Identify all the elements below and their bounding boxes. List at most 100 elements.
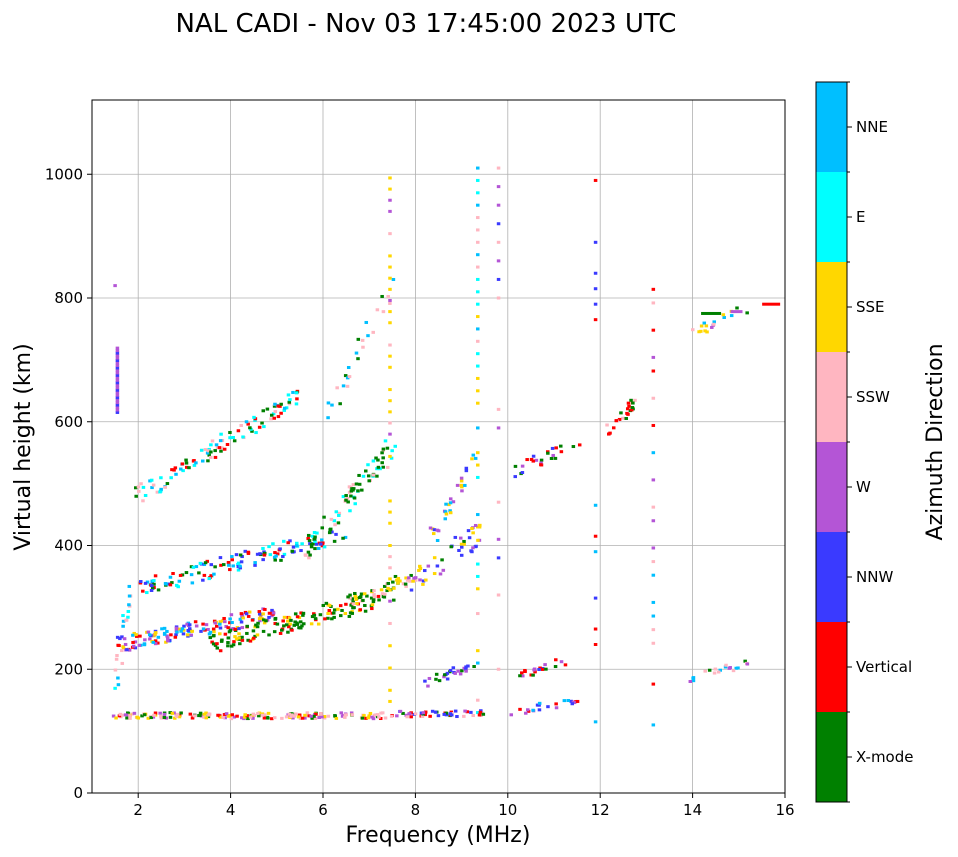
echo-point bbox=[360, 488, 364, 492]
echo-point bbox=[478, 523, 482, 527]
echo-point bbox=[273, 617, 277, 621]
echo-point bbox=[284, 623, 289, 627]
echo-point bbox=[344, 498, 348, 502]
echo-point bbox=[135, 715, 139, 719]
echo-point bbox=[426, 564, 431, 568]
echo-point bbox=[278, 631, 283, 635]
echo-point bbox=[124, 618, 128, 622]
echo-point bbox=[272, 404, 277, 408]
echo-point bbox=[213, 621, 217, 625]
echo-point bbox=[130, 712, 135, 716]
echo-point bbox=[282, 408, 287, 412]
y-tick-label: 1000 bbox=[45, 165, 83, 183]
echo-point bbox=[631, 401, 635, 405]
echo-point bbox=[349, 494, 353, 498]
colorbar-label: SSE bbox=[856, 298, 885, 316]
echo-point bbox=[211, 642, 216, 646]
echo-point bbox=[248, 639, 253, 643]
echo-point bbox=[152, 713, 156, 717]
echo-point bbox=[134, 486, 138, 490]
echo-point bbox=[571, 445, 576, 449]
echo-point bbox=[239, 620, 244, 624]
echo-point bbox=[152, 582, 156, 586]
echo-point bbox=[339, 614, 343, 618]
colorbar-label: SSW bbox=[856, 388, 890, 406]
echo-point bbox=[271, 542, 275, 546]
echo-point bbox=[723, 665, 728, 669]
echo-point bbox=[326, 416, 330, 420]
echo-point bbox=[370, 603, 375, 607]
echo-point bbox=[379, 588, 384, 592]
echo-point bbox=[383, 716, 388, 720]
echo-point bbox=[245, 714, 249, 718]
echo-point bbox=[131, 633, 135, 637]
echo-point bbox=[520, 671, 524, 675]
colorbar-label: NNW bbox=[856, 568, 893, 586]
echo-point bbox=[388, 388, 392, 392]
echo-point bbox=[435, 528, 440, 532]
echo-point bbox=[378, 717, 383, 721]
x-tick-label: 10 bbox=[498, 801, 517, 819]
echo-point bbox=[184, 458, 188, 462]
echo-point bbox=[159, 487, 163, 491]
echo-point bbox=[206, 459, 210, 463]
echo-point bbox=[409, 715, 413, 719]
echo-point bbox=[238, 617, 243, 621]
echo-point bbox=[248, 715, 253, 719]
echo-point bbox=[127, 594, 132, 598]
echo-point bbox=[213, 449, 217, 453]
echo-point bbox=[208, 630, 213, 634]
echo-point bbox=[651, 301, 656, 305]
echo-point bbox=[293, 620, 297, 624]
echo-point bbox=[625, 411, 629, 415]
echo-point bbox=[233, 635, 237, 639]
echo-point bbox=[593, 596, 598, 600]
echo-point bbox=[442, 675, 446, 679]
echo-point bbox=[712, 322, 716, 326]
echo-point bbox=[559, 660, 564, 664]
echo-point bbox=[420, 715, 425, 719]
chart-title: NAL CADI - Nov 03 17:45:00 2023 UTC bbox=[176, 9, 677, 39]
echo-point bbox=[312, 530, 317, 534]
echo-point bbox=[371, 473, 376, 477]
echo-point bbox=[274, 554, 278, 558]
echo-point bbox=[449, 545, 453, 549]
echo-point bbox=[389, 456, 394, 460]
echo-point bbox=[199, 629, 203, 633]
echo-point bbox=[375, 308, 380, 312]
echo-point bbox=[262, 716, 267, 720]
echo-point bbox=[476, 587, 480, 591]
echo-point bbox=[456, 669, 460, 673]
echo-point bbox=[139, 580, 143, 584]
echo-point bbox=[593, 240, 598, 244]
echo-point bbox=[442, 712, 447, 716]
echo-point bbox=[162, 712, 167, 716]
echo-point bbox=[473, 456, 478, 460]
echo-point bbox=[593, 720, 598, 724]
echo-point bbox=[140, 714, 144, 718]
echo-point bbox=[361, 345, 365, 349]
echo-point bbox=[115, 346, 120, 350]
echo-point bbox=[388, 588, 392, 592]
echo-point bbox=[460, 489, 464, 493]
echo-point bbox=[149, 478, 154, 482]
echo-point bbox=[447, 503, 451, 507]
echo-point bbox=[651, 614, 656, 618]
echo-point bbox=[122, 637, 127, 641]
echo-point bbox=[115, 368, 120, 372]
echo-point bbox=[206, 627, 210, 631]
echo-point bbox=[320, 526, 325, 530]
echo-point bbox=[226, 636, 231, 640]
echo-point bbox=[388, 354, 392, 358]
echo-point bbox=[298, 620, 303, 624]
echo-point bbox=[204, 623, 209, 627]
echo-point bbox=[496, 277, 501, 281]
echo-point bbox=[351, 483, 356, 487]
echo-point bbox=[470, 550, 474, 554]
echo-point bbox=[194, 624, 199, 628]
x-tick-label: 12 bbox=[591, 801, 610, 819]
echo-point bbox=[206, 449, 211, 453]
echo-point bbox=[245, 624, 249, 628]
echo-point bbox=[621, 416, 625, 420]
echo-point bbox=[344, 713, 348, 717]
